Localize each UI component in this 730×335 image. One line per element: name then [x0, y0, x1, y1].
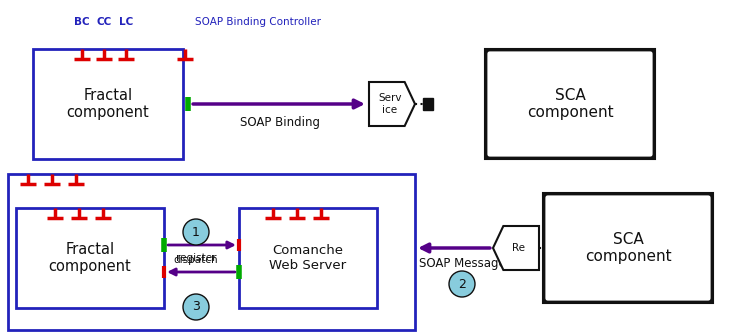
- Text: Serv
ice: Serv ice: [378, 93, 402, 115]
- Text: LC: LC: [119, 17, 133, 27]
- Text: dispatch: dispatch: [174, 255, 218, 265]
- Text: 2: 2: [458, 277, 466, 290]
- Text: SOAP Binding Controller: SOAP Binding Controller: [195, 17, 321, 27]
- Text: BC: BC: [74, 17, 90, 27]
- Text: register: register: [176, 253, 216, 263]
- Bar: [16, 208, 164, 308]
- Text: 3: 3: [192, 300, 200, 314]
- Circle shape: [183, 219, 209, 245]
- Bar: [543, 193, 713, 303]
- Text: Fractal
component: Fractal component: [49, 242, 131, 274]
- Text: 1: 1: [192, 225, 200, 239]
- Text: Fractal
component: Fractal component: [66, 88, 150, 120]
- Text: CC: CC: [96, 17, 112, 27]
- Text: SOAP Message: SOAP Message: [418, 258, 505, 270]
- Circle shape: [449, 271, 475, 297]
- FancyBboxPatch shape: [547, 242, 557, 254]
- Bar: [485, 49, 655, 159]
- Polygon shape: [493, 226, 539, 270]
- Bar: [33, 49, 183, 159]
- FancyBboxPatch shape: [423, 98, 433, 110]
- Circle shape: [183, 294, 209, 320]
- Bar: [239, 208, 377, 308]
- FancyBboxPatch shape: [544, 194, 712, 302]
- Text: Re: Re: [512, 243, 525, 253]
- Text: Comanche
Web Server: Comanche Web Server: [269, 244, 347, 272]
- Polygon shape: [369, 82, 415, 126]
- Text: SCA
component: SCA component: [526, 88, 613, 120]
- Text: SOAP Binding: SOAP Binding: [240, 116, 320, 129]
- Text: SCA
component: SCA component: [585, 232, 672, 264]
- FancyBboxPatch shape: [486, 50, 654, 158]
- Bar: [8, 174, 415, 330]
